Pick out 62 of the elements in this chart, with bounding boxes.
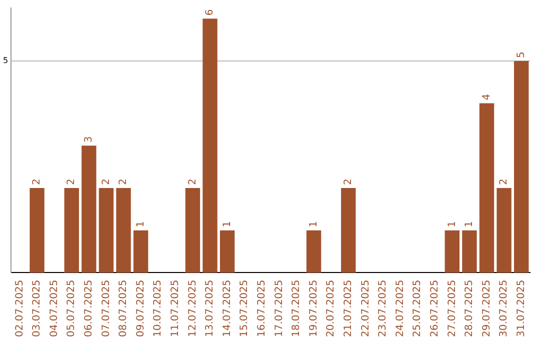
x-tick-label: 03.07.2025	[32, 280, 43, 338]
bar	[479, 103, 494, 273]
data-label: 2	[118, 178, 130, 186]
bar	[133, 230, 148, 273]
x-tick-label: 12.07.2025	[187, 280, 198, 338]
data-label: 6	[204, 9, 216, 16]
x-tick-label: 09.07.2025	[135, 280, 146, 338]
data-label: 2	[342, 178, 354, 186]
data-label: 5	[516, 52, 527, 58]
x-tick-label: 04.07.2025	[48, 280, 60, 338]
data-label: 2	[32, 178, 43, 186]
data-label: 1	[446, 221, 458, 228]
x-tick-label: 23.07.2025	[378, 280, 389, 338]
bar	[462, 230, 477, 273]
x-tick-label: 11.07.2025	[170, 280, 182, 338]
x-tick-label: 28.07.2025	[464, 280, 476, 338]
data-label: 2	[498, 178, 510, 186]
data-label: 2	[100, 178, 112, 186]
x-tick-label: 20.07.2025	[326, 280, 337, 338]
bar	[30, 188, 44, 273]
x-tick-label: 07.07.2025	[100, 280, 112, 338]
bar	[64, 188, 79, 273]
data-label: 2	[66, 178, 78, 186]
bar	[202, 18, 218, 273]
bar	[306, 230, 322, 273]
x-tick-label: 14.07.2025	[222, 280, 233, 338]
x-tick-label: 15.07.2025	[239, 280, 250, 338]
x-tick-label: 31.07.2025	[516, 280, 527, 338]
x-tick-label: 29.07.2025	[481, 280, 492, 338]
data-label: 1	[222, 221, 233, 228]
x-tick-label: 02.07.2025	[14, 280, 26, 338]
x-tick-label: 05.07.2025	[66, 280, 78, 338]
data-label: 1	[135, 221, 146, 228]
x-tick-label: 21.07.2025	[342, 280, 354, 338]
bar	[444, 230, 460, 273]
data-label: 3	[84, 136, 95, 143]
x-tick-label: 18.07.2025	[291, 280, 302, 338]
x-tick-label: 26.07.2025	[429, 280, 440, 338]
bar	[116, 188, 131, 273]
x-tick-label: 27.07.2025	[446, 280, 458, 338]
bar	[185, 188, 200, 273]
x-tick-label: 19.07.2025	[308, 280, 320, 338]
bar	[496, 188, 512, 273]
data-label: 1	[464, 221, 476, 228]
x-tick-label: 08.07.2025	[118, 280, 130, 338]
x-tick-label: 13.07.2025	[204, 280, 216, 338]
x-tick-label: 30.07.2025	[498, 280, 510, 338]
x-tick-label: 10.07.2025	[152, 280, 164, 338]
x-tick-label: 25.07.2025	[412, 280, 424, 338]
bar	[514, 60, 529, 273]
data-label: 2	[187, 178, 198, 186]
bar	[98, 188, 114, 273]
data-label: 1	[308, 221, 320, 228]
x-tick-label: 16.07.2025	[256, 280, 268, 338]
x-tick-label: 17.07.2025	[274, 280, 285, 338]
x-tick-label: 06.07.2025	[84, 280, 95, 338]
bar	[341, 188, 356, 273]
x-tick-label: 24.07.2025	[394, 280, 406, 338]
bar	[220, 230, 235, 273]
x-tick-label: 22.07.2025	[360, 280, 372, 338]
bar	[82, 146, 96, 273]
data-label: 4	[481, 94, 492, 100]
